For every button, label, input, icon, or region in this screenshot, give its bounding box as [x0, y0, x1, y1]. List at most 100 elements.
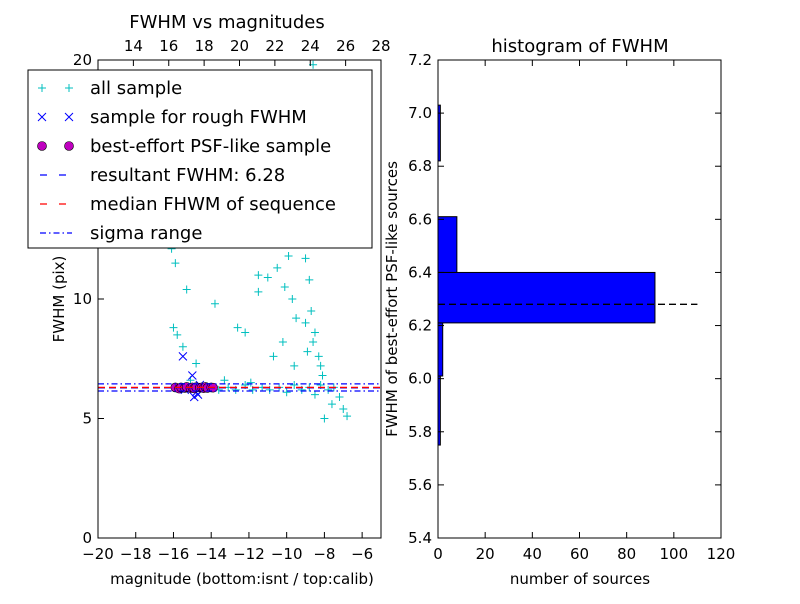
scatter-point-plus — [280, 283, 289, 292]
legend-label: sample for rough FWHM — [90, 107, 307, 128]
legend-label: median FHWM of sequence — [90, 194, 336, 215]
histogram-y-tick-label: 5.8 — [408, 423, 432, 441]
histogram-x-tick-label: 40 — [523, 545, 542, 563]
scatter-point-x — [178, 352, 188, 361]
scatter-point-plus — [254, 287, 263, 296]
scatter-y-label: FWHM (pix) — [50, 256, 68, 343]
scatter-point-plus — [307, 306, 316, 315]
scatter-top-tick-label: 16 — [159, 37, 178, 55]
scatter-x-tick-label: −16 — [158, 545, 190, 563]
scatter-point-plus — [278, 338, 287, 347]
histogram-x-label: number of sources — [510, 570, 650, 588]
scatter-point-plus — [241, 328, 250, 337]
legend-label: sigma range — [90, 223, 202, 244]
scatter-point-plus — [327, 400, 336, 409]
scatter-point-plus — [233, 323, 242, 332]
histogram-x-tick-label: 120 — [707, 545, 736, 563]
scatter-top-tick-label: 24 — [301, 37, 320, 55]
scatter-point-x — [187, 371, 197, 380]
histogram-x-tick-label: 80 — [617, 545, 636, 563]
scatter-point-x — [189, 392, 199, 402]
scatter-point-plus — [310, 390, 319, 399]
histogram-x-tick-label: 20 — [476, 545, 495, 563]
scatter-x-tick-label: −18 — [120, 545, 152, 563]
legend-label: resultant FWHM: 6.28 — [90, 165, 285, 186]
legend-marker-circle — [37, 141, 47, 151]
scatter-panel: FWHM vs magnitudes −20 −18 −16 −14 −12 −10 −8−… — [27, 12, 391, 588]
scatter-point-plus — [303, 347, 312, 356]
scatter-point-plus — [324, 385, 333, 394]
scatter-point-plus — [246, 378, 255, 387]
scatter-point-plus — [290, 361, 299, 370]
histogram-y-tick-label: 6.0 — [408, 370, 432, 388]
histogram-y-tick-label: 6.6 — [408, 210, 432, 228]
histogram-x-tick-label: 0 — [433, 545, 443, 563]
histogram-y-tick-label: 6.2 — [408, 317, 432, 335]
legend-marker-x — [64, 112, 74, 122]
scatter-x-tick-label: −14 — [195, 545, 227, 563]
histogram-panel: histogram of FWHM 0 20 40 60 80 100 120 5.4 5.6 5… — [383, 36, 735, 588]
histogram-x-tick-label: 100 — [660, 545, 689, 563]
histogram-y-tick-label: 7.2 — [408, 51, 432, 69]
scatter-point-plus — [269, 352, 278, 361]
scatter-point-plus — [173, 330, 182, 339]
histogram-y-tick-label: 6.8 — [408, 157, 432, 175]
scatter-top-tick-label: 28 — [371, 37, 390, 55]
histogram-y-tick-label: 7.0 — [408, 104, 432, 122]
scatter-x-tick-label: −10 — [271, 545, 303, 563]
histogram-y-label: FWHM of best-effort PSF-like sources — [383, 161, 401, 437]
scatter-point-plus — [310, 328, 319, 337]
histogram-plot-area: 0 20 40 60 80 100 120 5.4 5.6 5.8 6.0 6.2 6.4 6.6 6.8 7… — [408, 51, 735, 563]
scatter-point-plus — [169, 323, 178, 332]
legend-marker-x — [37, 112, 47, 122]
histogram-title: histogram of FWHM — [491, 36, 668, 57]
scatter-point-plus — [309, 338, 318, 347]
scatter-y-tick-label: 10 — [73, 290, 92, 308]
scatter-title: FWHM vs magnitudes — [129, 12, 324, 33]
scatter-top-tick-label: 18 — [195, 37, 214, 55]
scatter-point-plus — [314, 352, 323, 361]
scatter-point-plus — [301, 254, 310, 263]
scatter-y-tick-label: 0 — [82, 529, 92, 547]
histogram-bar — [437, 216, 458, 273]
scatter-plot-area: −20 −18 −16 −14 −12 −10 −8 −6 14 16 18 20 22 24 26 28 0 5… — [73, 37, 391, 563]
scatter-point-plus — [263, 273, 272, 282]
scatter-legend: all sample sample for rough FWHM best-effo… — [27, 69, 373, 249]
scatter-y-edge-label: 20 — [73, 51, 92, 69]
legend-marker-circle — [64, 141, 74, 151]
legend-marker-plus — [65, 84, 73, 92]
histogram-y-tick-label: 5.6 — [408, 476, 432, 494]
scatter-point-plus — [292, 314, 301, 323]
scatter-point-plus — [254, 271, 263, 280]
legend-label: best-effort PSF-like sample — [90, 136, 331, 157]
scatter-point-plus — [339, 404, 348, 413]
scatter-top-tick-label: 26 — [336, 37, 355, 55]
scatter-point-plus — [182, 285, 191, 294]
scatter-point-plus — [273, 263, 282, 272]
scatter-x-tick-label: −6 — [351, 545, 373, 563]
scatter-y-tick-label: 5 — [82, 410, 92, 428]
scatter-point-plus — [316, 361, 325, 370]
scatter-point-plus — [210, 299, 219, 308]
legend-label: all sample — [90, 78, 182, 99]
scatter-x-tick-label: −12 — [233, 545, 265, 563]
scatter-point-plus — [288, 295, 297, 303]
histogram-bar — [437, 271, 656, 324]
scatter-x-tick-label: −8 — [313, 545, 335, 563]
scatter-point-plus — [301, 318, 310, 327]
scatter-top-tick-label: 22 — [265, 37, 284, 55]
scatter-point-plus — [335, 392, 344, 401]
scatter-point-plus — [318, 371, 327, 380]
histogram-y-tick-label: 6.4 — [408, 263, 432, 281]
scatter-point-plus — [171, 259, 180, 268]
scatter-top-tick-label: 20 — [230, 37, 249, 55]
histogram-bar — [437, 322, 444, 377]
scatter-point-plus — [320, 414, 329, 423]
scatter-point-plus — [282, 388, 291, 397]
scatter-point-plus — [343, 412, 352, 421]
histogram-x-tick-label: 60 — [570, 545, 589, 563]
legend-marker-plus — [38, 84, 46, 92]
scatter-x-tick-label: −20 — [82, 545, 114, 563]
